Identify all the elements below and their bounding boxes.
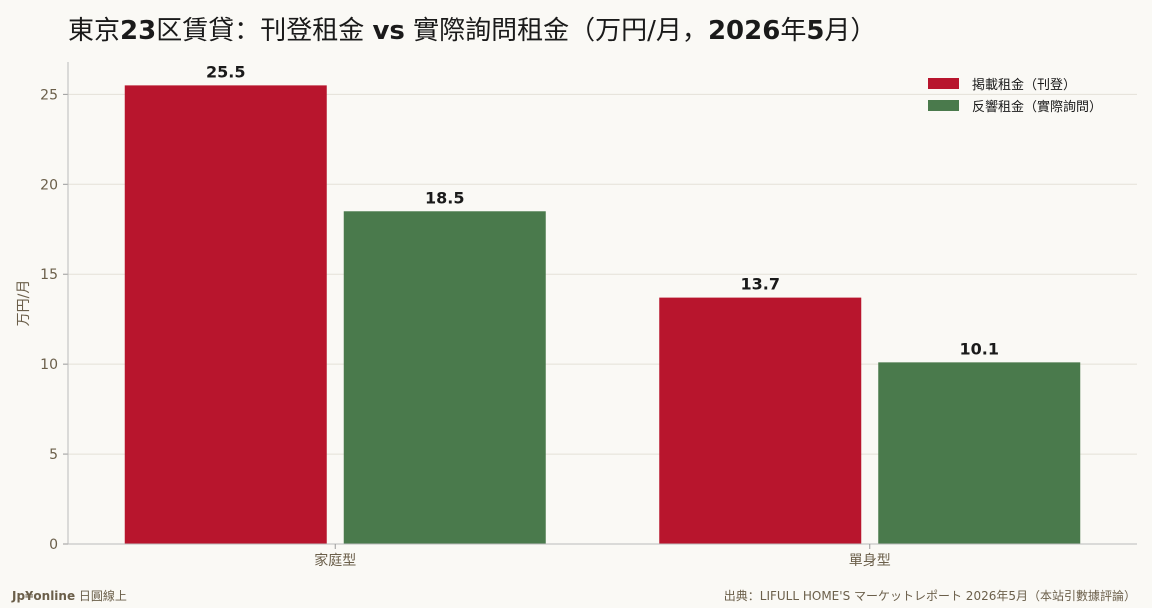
legend-label-listed: 掲載租金（刊登）: [972, 77, 1077, 93]
legend-swatch-listed: [928, 77, 959, 89]
bar: [878, 362, 1081, 544]
legend-label-inquiry: 反響租金（實際詢問）: [972, 99, 1103, 115]
bar: [343, 211, 546, 544]
title-middle: 区賃貸：刊登租金: [156, 16, 373, 46]
footer-source: 出典：LIFULL HOME'S マーケットレポート 2026年5月（本站引數據…: [723, 589, 1136, 603]
footer-brand: Jp¥online 日圓線上: [12, 587, 127, 604]
title-number: 23: [120, 16, 157, 46]
title-middle-2: 實際詢問租金（万円/月，: [404, 16, 708, 46]
brand-name: Jp¥online: [12, 589, 76, 603]
title-prefix: 東京: [68, 16, 121, 46]
y-tick-label: 25: [40, 87, 58, 103]
y-tick-label: 5: [49, 447, 58, 463]
y-axis-label: 万円/月: [16, 280, 32, 327]
data-labels: 25.5 18.5 13.7 10.1: [206, 62, 999, 358]
title-suffix: 月）: [824, 16, 877, 46]
bars: [124, 85, 1081, 544]
y-tick-label: 0: [49, 537, 58, 553]
bar-value-label: 10.1: [960, 339, 999, 358]
legend-item-listed: 掲載租金（刊登）: [928, 72, 1102, 94]
brand-subtitle: 日圓線上: [75, 589, 127, 603]
title-vs: vs: [372, 16, 405, 46]
bar: [124, 85, 327, 544]
bar-value-label: 13.7: [741, 275, 780, 294]
title-month: 5: [806, 16, 825, 46]
legend-item-inquiry: 反響租金（實際詢問）: [928, 94, 1102, 116]
legend: 掲載租金（刊登） 反響租金（實際詢問）: [928, 72, 1102, 116]
bar-value-label: 18.5: [425, 188, 464, 207]
title-year: 2026: [707, 16, 781, 46]
bar: [659, 297, 862, 544]
legend-swatch-inquiry: [928, 99, 959, 111]
bar-value-label: 25.5: [206, 62, 245, 81]
y-tick-label: 15: [40, 267, 58, 283]
title-nen: 年: [780, 16, 807, 46]
x-tick-label: 單身型: [849, 553, 891, 569]
chart-title: 東京23区賃貸：刊登租金 vs 實際詢問租金（万円/月，2026年5月）: [68, 10, 876, 47]
y-tick-label: 10: [40, 357, 58, 373]
x-tick-label: 家庭型: [314, 552, 356, 569]
y-tick-label: 20: [40, 177, 58, 193]
